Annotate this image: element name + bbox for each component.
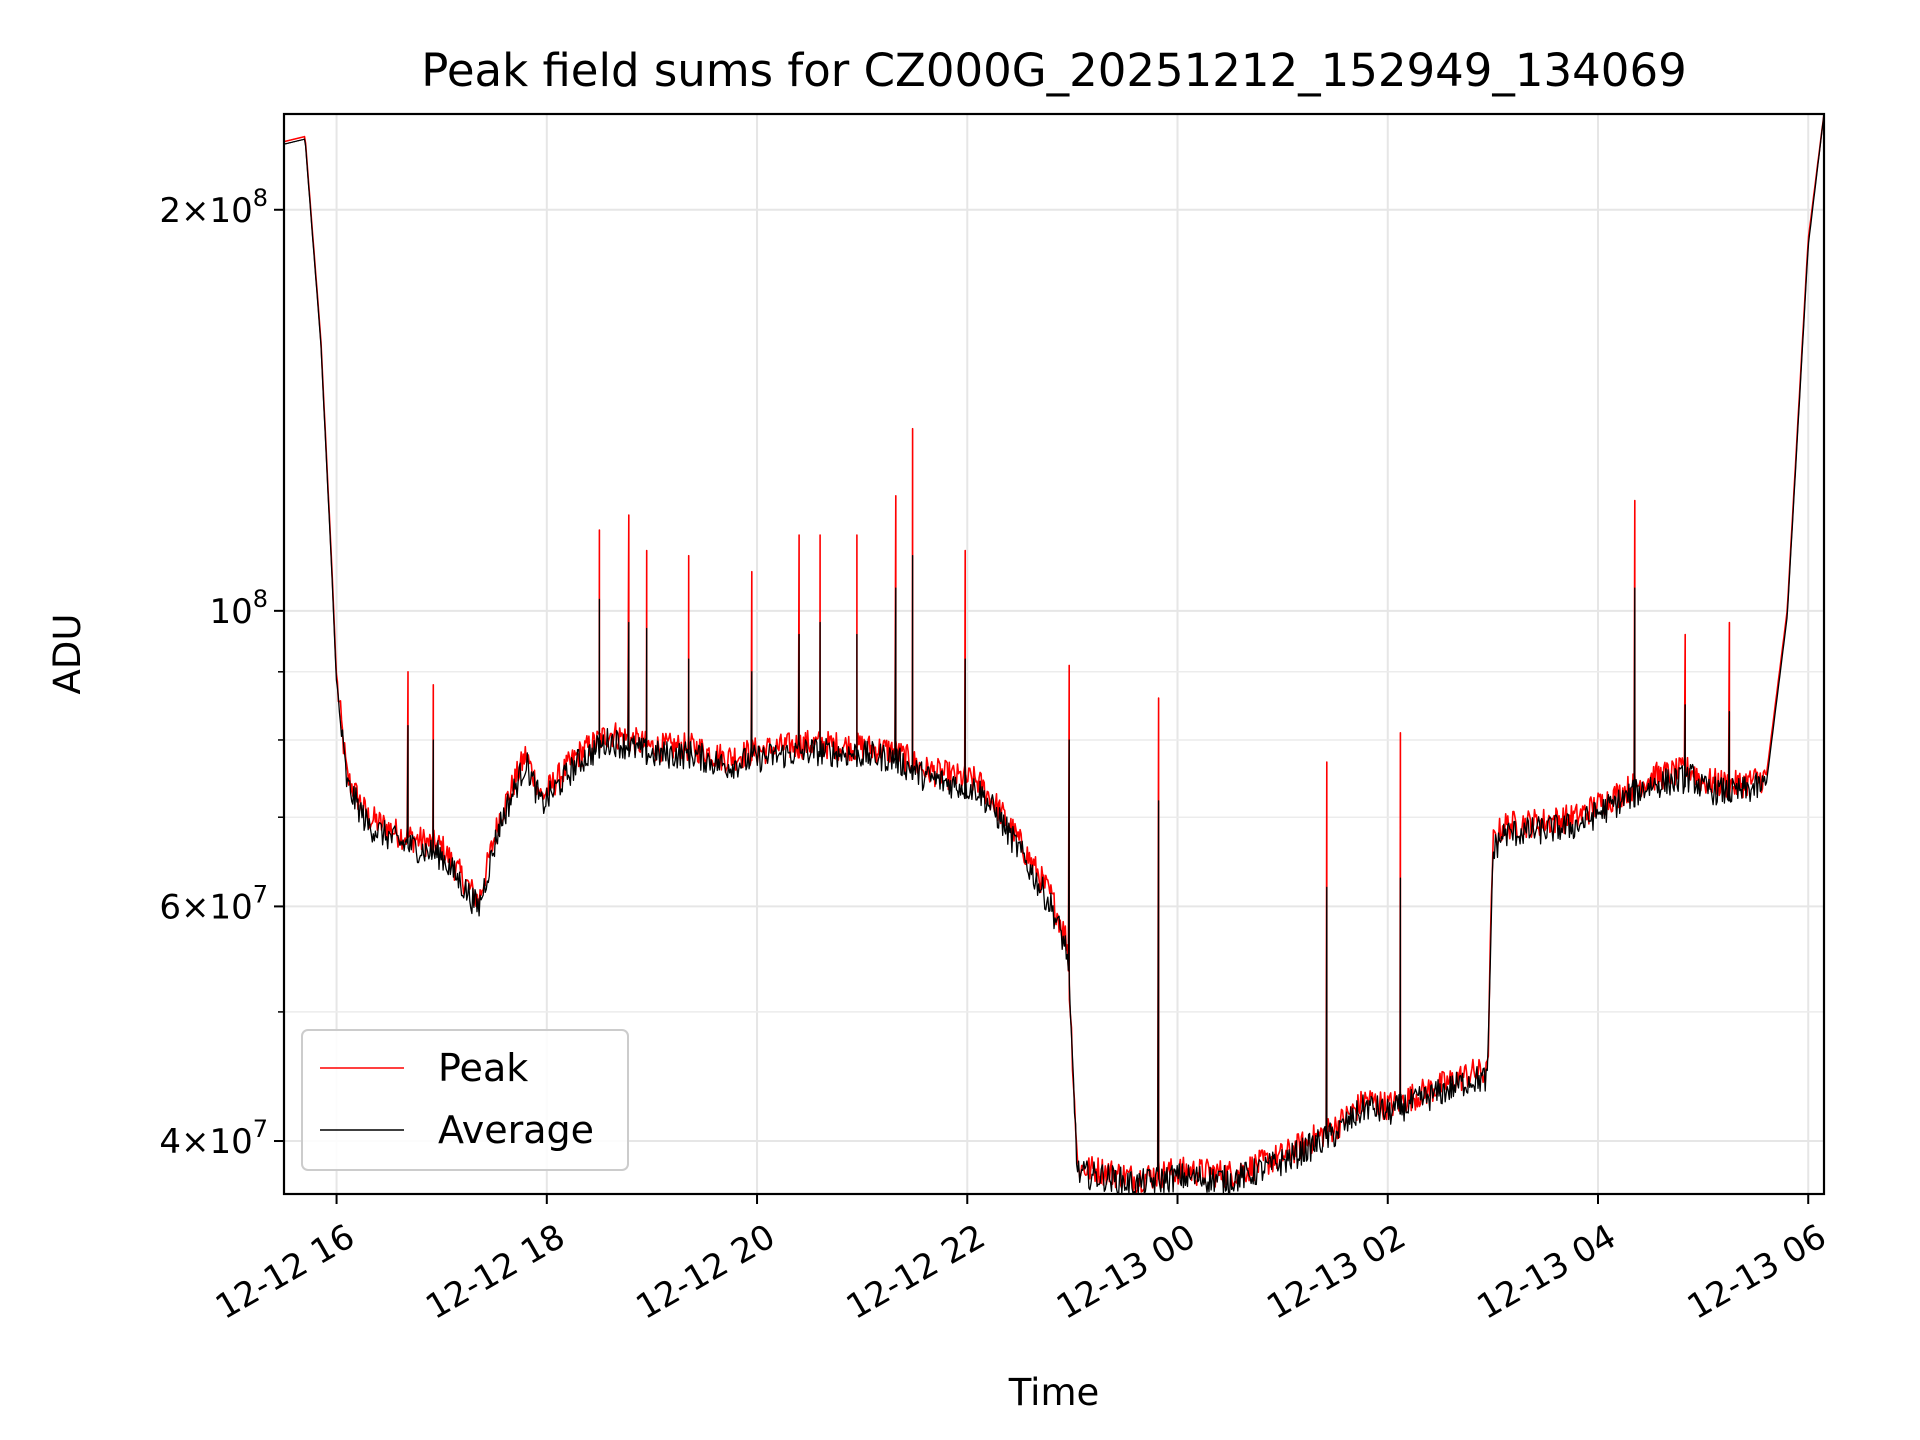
legend-label-average: Average — [438, 1108, 594, 1152]
legend: Peak Average — [301, 1029, 629, 1171]
plot-frame — [282, 112, 1826, 1196]
legend-box — [301, 1029, 629, 1171]
chart-title: Peak field sums for CZ000G_20251212_1529… — [421, 44, 1686, 97]
y-tick-label: 4×107 — [159, 1115, 268, 1162]
legend-label-peak: Peak — [438, 1046, 528, 1090]
y-tick-label: 108 — [209, 585, 268, 632]
y-tick-label: 2×108 — [159, 184, 268, 231]
y-axis-label: ADU — [46, 614, 89, 695]
x-axis-label: Time — [1008, 1371, 1100, 1414]
y-axis-ticks: 4×107 6×107 108 2×108 — [159, 184, 284, 1162]
series-line-peak — [283, 113, 1825, 1194]
y-tick-label: 6×107 — [159, 880, 268, 927]
series-line-average — [283, 113, 1825, 1195]
series-layer — [283, 113, 1825, 1195]
